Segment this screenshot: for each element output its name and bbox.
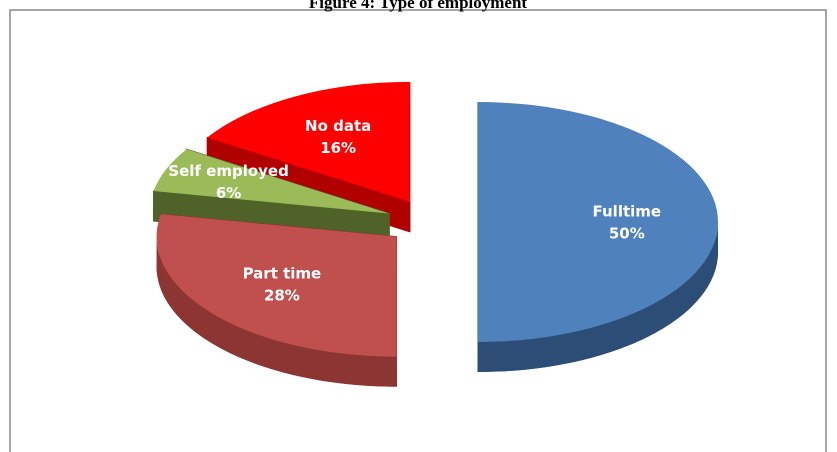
slice	[156, 214, 397, 357]
slice-wall	[156, 236, 397, 387]
slice-value: 28%	[264, 287, 300, 305]
slice-value: 16%	[320, 139, 356, 157]
slice	[153, 149, 390, 214]
slice-label: No data	[305, 117, 371, 135]
slice	[478, 102, 718, 342]
slice-wall	[478, 222, 718, 372]
slice-label: Part time	[243, 265, 322, 283]
slice-value: 50%	[609, 225, 645, 243]
slice-label: Self employed	[168, 162, 289, 180]
slice-value: 6%	[216, 184, 241, 202]
slice-label: Fulltime	[593, 203, 662, 221]
pie: Fulltime 50% Part time 28% Self employed 6% No…	[152, 81, 718, 387]
slice	[207, 81, 410, 202]
chart-title: Figure 4: Type of employment	[309, 0, 527, 12]
